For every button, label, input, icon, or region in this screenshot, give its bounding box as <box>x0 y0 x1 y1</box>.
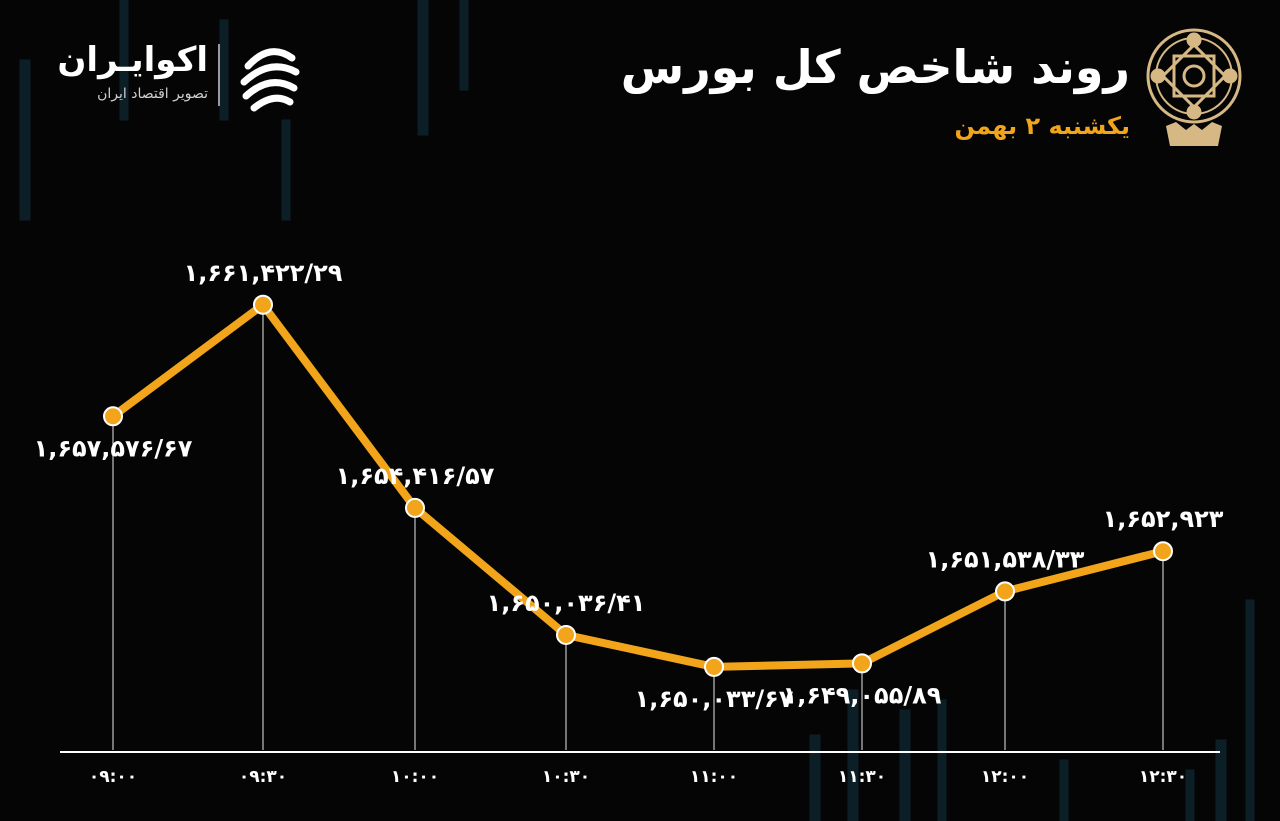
data-label: ۱,۶۵۱,۵۳۸/۳۳ <box>926 545 1085 573</box>
x-tick-label: ۱۱:۳۰ <box>838 767 886 787</box>
x-tick-label: ۱۰:۳۰ <box>542 767 590 787</box>
data-label: ۱,۶۴۹,۰۵۵/۸۹ <box>783 681 942 709</box>
x-tick-label: ۱۲:۳۰ <box>1139 767 1187 787</box>
brand-tagline: تصویر اقتصاد ایران <box>97 86 208 102</box>
data-point <box>704 656 724 677</box>
data-point <box>103 406 123 427</box>
series-line <box>109 300 1167 671</box>
brand-logo-icon <box>240 48 300 112</box>
x-tick-label: ۱۱:۰۰ <box>690 767 738 787</box>
bg-candle <box>417 0 429 136</box>
bg-candle <box>809 734 821 821</box>
page-title: روند شاخص کل بورس <box>620 40 1130 94</box>
bg-candle <box>847 689 859 821</box>
data-label: ۱,۶۵۴,۴۱۶/۵۷ <box>336 462 495 490</box>
x-tick-label: ۰۹:۰۰ <box>89 767 137 787</box>
data-label: ۱,۶۵۲,۹۲۳ <box>1103 505 1224 533</box>
data-point <box>852 653 872 674</box>
data-point <box>1153 541 1173 562</box>
bg-candle <box>459 0 469 91</box>
bg-candle <box>899 709 911 821</box>
data-point <box>556 624 576 645</box>
bg-candle <box>219 19 229 121</box>
bg-candle <box>119 0 129 121</box>
data-point <box>995 581 1015 602</box>
data-point <box>405 497 425 518</box>
bg-candle <box>1059 759 1069 821</box>
x-tick-label: ۰۹:۳۰ <box>239 767 287 787</box>
bg-candle <box>1215 739 1227 821</box>
data-label: ۱,۶۶۱,۴۲۲/۲۹ <box>184 259 343 287</box>
bg-candle <box>19 59 31 221</box>
data-label: ۱,۶۵۰,۰۳۶/۴۱ <box>487 589 646 617</box>
data-label: ۱,۶۵۰,۰۳۳/۶۷ <box>635 685 794 713</box>
data-label: ۱,۶۵۷,۵۷۶/۶۷ <box>34 434 193 462</box>
brand-block: اکوایـران تصویر اقتصاد ایران <box>48 36 318 116</box>
brand-divider <box>218 44 220 106</box>
bg-candle <box>281 119 291 221</box>
data-point <box>253 294 273 315</box>
bg-candle <box>1245 599 1255 821</box>
page-subtitle: یکشنبه ۲ بهمن <box>954 112 1130 140</box>
x-tick-label: ۱۲:۰۰ <box>981 767 1029 787</box>
bg-candle <box>937 699 947 821</box>
x-tick-label: ۱۰:۰۰ <box>391 767 439 787</box>
exchange-emblem-icon <box>1146 28 1242 146</box>
brand-name: اکوایـران <box>57 40 208 80</box>
bg-candle <box>1185 769 1195 821</box>
